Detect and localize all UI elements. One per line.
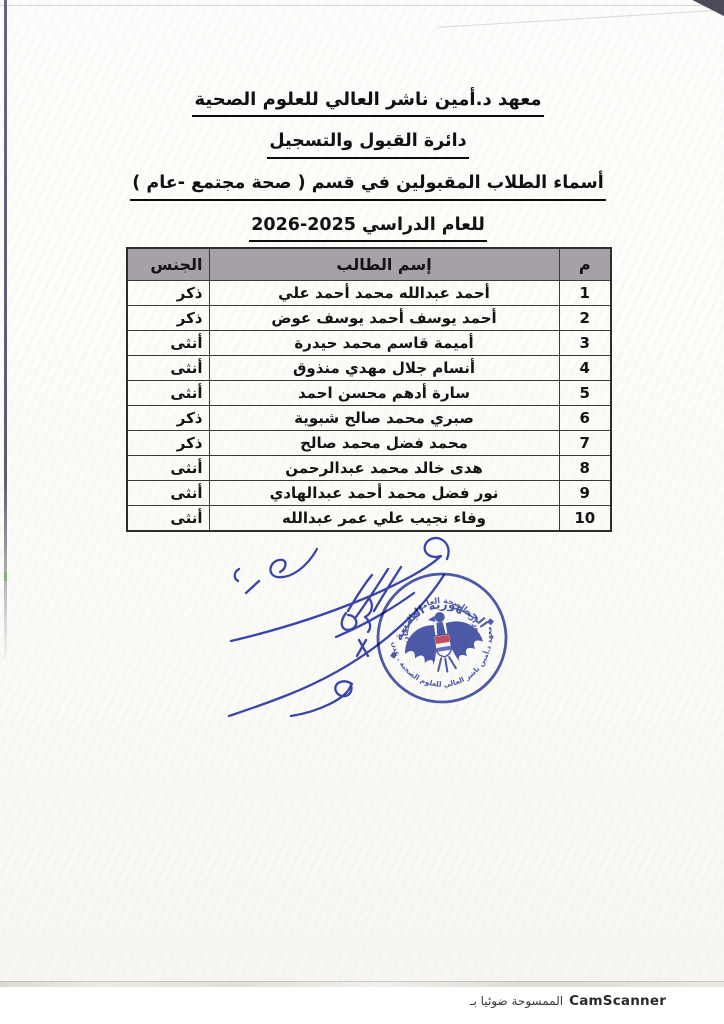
signature-stroke [346, 573, 374, 613]
signature-stroke [363, 595, 373, 634]
signature-stroke [269, 547, 319, 579]
student-gender: أنثى [126, 355, 210, 381]
table-row: 3 أميمة قاسم محمد حيدرة أنثى [126, 330, 612, 356]
header-gender: الجنس [126, 247, 210, 281]
student-gender: أنثى [126, 380, 210, 406]
row-number: 9 [558, 480, 612, 506]
department-title: دائرة القبول والتسجيل [267, 130, 469, 159]
row-number: 6 [558, 405, 612, 431]
scan-outside-area [0, 987, 724, 1024]
table-row: 5 سارة أدهم محسن احمد أنثى [126, 380, 612, 406]
signature-stroke [372, 565, 403, 613]
institute-title: معهد د.أمين ناشر العالي للعلوم الصحية [192, 88, 544, 118]
table-row: 7 محمد فضل محمد صالح ذكر [126, 430, 612, 456]
student-name: وفاء نجيب علي عمر عبدالله [208, 505, 560, 532]
row-number: 10 [558, 505, 612, 532]
student-name: أحمد عبدالله محمد أحمد علي [208, 280, 560, 306]
row-number: 5 [558, 380, 612, 406]
table-row: 8 هدى خالد محمد عبدالرحمن أنثى [126, 455, 612, 481]
camscanner-watermark: الممسوحة ضوئيا بـ CamScanner [470, 993, 666, 1009]
student-name: هدى خالد محمد عبدالرحمن [208, 455, 560, 481]
watermark-brand-text: CamScanner [569, 993, 667, 1009]
signature-stroke [334, 591, 416, 639]
stamp-separator-diamond [390, 651, 398, 659]
student-gender: أنثى [126, 455, 210, 481]
signature-stroke [233, 567, 241, 583]
row-number: 4 [558, 355, 612, 381]
yemen-eagle-emblem-icon [405, 612, 484, 673]
row-number: 3 [558, 330, 612, 356]
table-row: 1 أحمد عبدالله محمد أحمد علي ذكر [126, 280, 612, 306]
student-name: أنسام جلال مهدي منذوق [208, 355, 560, 381]
student-name: أحمد يوسف أحمد يوسف عوض [208, 305, 560, 331]
student-gender: أنثى [126, 330, 210, 356]
student-name: سارة أدهم محسن احمد [208, 380, 560, 406]
academic-year: للعام الدراسي 2025-2026 [249, 214, 487, 243]
signature-stroke [340, 611, 358, 632]
scan-left-edge-artifact [4, 0, 7, 664]
header-number: م [558, 247, 612, 281]
row-number: 2 [558, 305, 612, 331]
student-gender: ذكر [126, 280, 210, 306]
table-row: 6 صبري محمد صالح شبوية ذكر [126, 405, 612, 431]
students-table: م إسم الطالب الجنس 1 أحمد عبدالله محمد أ… [126, 247, 612, 532]
signature-stroke [227, 573, 446, 718]
scan-bottom-edge [0, 981, 724, 988]
document-header: معهد د.أمين ناشر العالي للعلوم الصحية دا… [126, 88, 610, 243]
watermark-arabic-text: الممسوحة ضوئيا بـ [470, 994, 564, 1008]
signature-icon [227, 536, 450, 718]
table-header-row: م إسم الطالب الجنس [126, 247, 612, 281]
student-gender: أنثى [126, 505, 210, 532]
header-student-name: إسم الطالب [208, 247, 560, 281]
student-name: صبري محمد صالح شبوية [208, 405, 560, 431]
student-gender: ذكر [126, 305, 210, 331]
student-name: نور فضل محمد أحمد عبدالهادي [208, 480, 560, 506]
scan-top-edge-artifact [0, 5, 724, 6]
table-row: 10 وفاء نجيب علي عمر عبدالله أنثى [126, 505, 612, 532]
signature-stroke [229, 536, 450, 643]
student-name: محمد فضل محمد صالح [208, 430, 560, 456]
student-name: أميمة قاسم محمد حيدرة [208, 330, 560, 356]
student-gender: ذكر [126, 405, 210, 431]
row-number: 8 [558, 455, 612, 481]
signature-stroke [354, 567, 390, 619]
official-stamp-icon: الجمهورية اليمنية وزارة الصحة العامة وال… [376, 572, 508, 704]
stamp-outer-ring [376, 572, 508, 704]
row-number: 7 [558, 430, 612, 456]
list-title: أسماء الطلاب المقبولين في قسم ( صحة مجتم… [130, 172, 606, 201]
table-row: 9 نور فضل محمد أحمد عبدالهادي أنثى [126, 480, 612, 506]
row-number: 1 [558, 280, 612, 306]
student-gender: ذكر [126, 430, 210, 456]
table-row: 4 أنسام جلال مهدي منذوق أنثى [126, 355, 612, 381]
signature-stroke [244, 579, 261, 595]
scan-edge-green-speck [4, 572, 7, 581]
stamp-separator-diamond [487, 618, 495, 626]
signature-stroke [289, 680, 354, 718]
table-row: 2 أحمد يوسف أحمد يوسف عوض ذكر [126, 305, 612, 331]
student-gender: أنثى [126, 480, 210, 506]
